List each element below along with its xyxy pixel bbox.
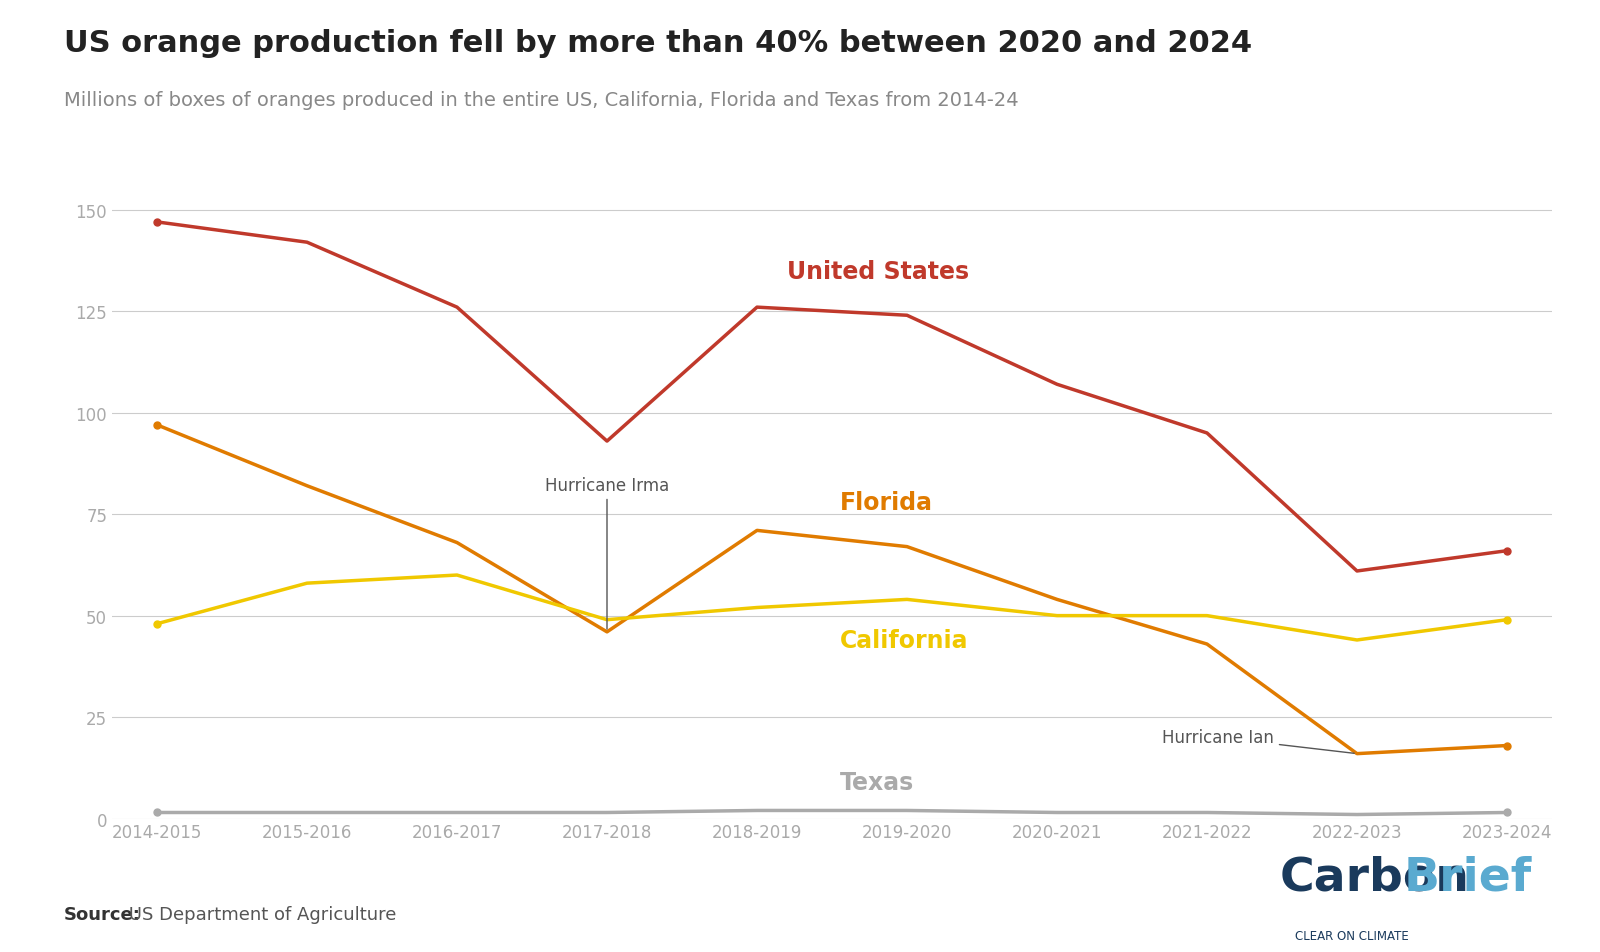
Point [1494,544,1520,559]
Point [144,215,170,230]
Text: Source:: Source: [64,905,141,923]
Text: US orange production fell by more than 40% between 2020 and 2024: US orange production fell by more than 4… [64,29,1253,57]
Point [1494,738,1520,753]
Text: CLEAR ON CLIMATE: CLEAR ON CLIMATE [1294,929,1410,942]
Text: Carbon: Carbon [1280,855,1470,900]
Point [144,418,170,433]
Text: Millions of boxes of oranges produced in the entire US, California, Florida and : Millions of boxes of oranges produced in… [64,90,1019,109]
Text: California: California [840,628,968,652]
Point [1494,805,1520,821]
Text: United States: United States [787,259,970,284]
Point [1494,612,1520,627]
Text: Texas: Texas [840,770,914,794]
Point [144,617,170,632]
Text: Brief: Brief [1403,855,1531,900]
Text: Hurricane Ian: Hurricane Ian [1162,728,1354,754]
Text: Florida: Florida [840,490,933,514]
Text: US Department of Agriculture: US Department of Agriculture [123,905,397,923]
Point [144,805,170,821]
Text: Hurricane Irma: Hurricane Irma [546,476,669,629]
